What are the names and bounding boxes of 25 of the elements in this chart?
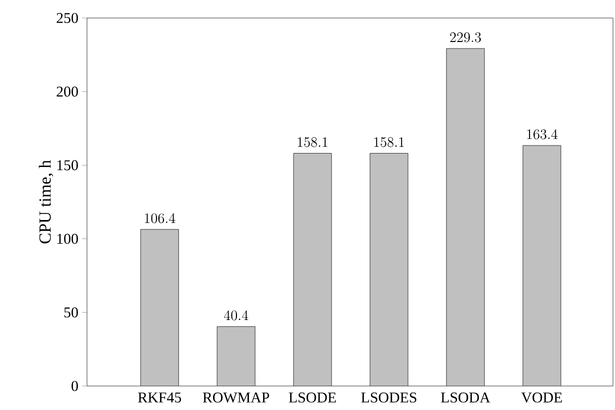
bar	[216, 326, 256, 386]
y-axis-title: CPU time, h	[38, 160, 54, 244]
data-label: 158. 1	[374, 137, 404, 148]
x-tick-label: LSODA	[440, 392, 490, 403]
x-tick-label: LSODE	[288, 392, 336, 403]
x-tick-label: ROWMAP	[202, 392, 270, 403]
data-label: 163.4	[527, 129, 558, 140]
bar	[293, 153, 332, 386]
data-label: 106.4	[144, 213, 176, 224]
x-tick-label: RKF45	[138, 392, 182, 402]
y-tick-label: 50	[64, 307, 78, 318]
y-tick-label: 250	[56, 12, 78, 24]
data-label: 229.3	[450, 32, 481, 42]
data-label: 158. 1	[298, 137, 328, 148]
bar	[370, 153, 408, 386]
x-tick-label: LSODES	[361, 392, 416, 403]
y-tick-label: 150	[57, 160, 78, 170]
data-label: 40.4	[224, 310, 248, 320]
y-tick-label: 200	[56, 86, 78, 97]
x-tick-label: VODE	[521, 392, 562, 403]
bar	[446, 48, 485, 386]
bar	[522, 145, 562, 386]
bar	[140, 229, 179, 386]
y-tick-label: 0	[72, 380, 78, 392]
y-tick-label: 100	[57, 234, 78, 244]
